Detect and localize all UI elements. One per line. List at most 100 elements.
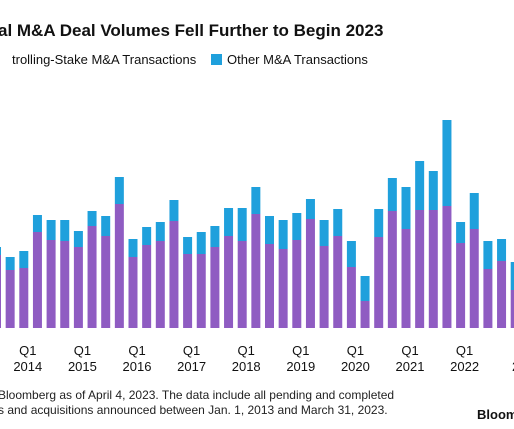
bar-segment <box>87 226 97 328</box>
bar-segment <box>46 240 56 328</box>
bar-segment <box>428 171 438 210</box>
bar-segment <box>237 208 247 241</box>
bar-segment <box>5 270 15 328</box>
bar-segment <box>251 214 261 328</box>
bar-segment <box>210 247 220 328</box>
bar-segment <box>510 262 514 290</box>
bar-segment <box>237 241 247 328</box>
x-tick-label: 2014 <box>13 359 42 374</box>
bar-segment <box>32 215 42 232</box>
bar-segment <box>87 211 97 226</box>
bar-segment <box>483 241 493 269</box>
bar-segment <box>169 200 179 221</box>
bar-segment <box>456 243 466 328</box>
plot-area: Q12014Q12015Q12016Q12017Q12018Q12019Q120… <box>0 120 514 374</box>
x-tick-label: Q1 <box>401 343 418 358</box>
bar-segment <box>19 251 29 268</box>
bar-segment <box>73 247 83 328</box>
bar-segment <box>387 211 397 328</box>
footnote: Bloomberg as of April 4, 2023. The data … <box>0 388 394 402</box>
bar-segment <box>346 267 356 328</box>
bar-segment <box>265 216 274 244</box>
x-tick-label: 2021 <box>396 359 425 374</box>
x-tick-label: Q1 <box>456 343 473 358</box>
bar-segment <box>510 290 514 328</box>
logo: Bloom <box>477 407 514 422</box>
x-tick-label: 2016 <box>123 359 152 374</box>
bar-segment <box>456 222 466 243</box>
x-tick-label: 2022 <box>450 359 479 374</box>
bar-segment <box>114 177 124 204</box>
bar-segment <box>196 254 206 328</box>
bar-segment <box>278 220 288 249</box>
x-tick-label: Q1 <box>19 343 36 358</box>
bar-segment <box>442 120 452 206</box>
bar-segment <box>497 239 507 261</box>
bar-segment <box>0 255 1 328</box>
bar-segment <box>224 208 234 236</box>
x-tick-label: Q1 <box>238 343 255 358</box>
bar-segment <box>265 244 274 328</box>
bar-segment <box>101 216 111 236</box>
x-tick-label: 2015 <box>68 359 97 374</box>
footnote: s and acquisitions announced between Jan… <box>0 403 388 417</box>
bar-segment <box>305 219 315 328</box>
x-tick-label: Q1 <box>74 343 91 358</box>
bar-segment <box>128 239 138 257</box>
legend-swatch <box>211 54 222 65</box>
bar-segment <box>19 268 29 328</box>
x-tick-label: 2020 <box>341 359 370 374</box>
bar-segment <box>155 241 165 328</box>
bar-segment <box>210 226 220 247</box>
legend-label: trolling-Stake M&A Transactions <box>12 52 197 67</box>
bar-segment <box>278 249 288 328</box>
bar-segment <box>442 206 452 328</box>
bar-segment <box>60 220 70 241</box>
bar-segment <box>319 246 329 328</box>
x-tick-label: 20 <box>512 359 514 374</box>
bar-segment <box>483 269 493 328</box>
bar-segment <box>292 213 302 240</box>
bar-segment <box>469 193 479 229</box>
bar-segment <box>415 161 425 210</box>
legend: trolling-Stake M&A Transactions Other M&A… <box>12 52 368 67</box>
bar-segment <box>224 236 234 328</box>
bar-segment <box>292 240 302 328</box>
bar-segment <box>32 232 42 328</box>
bar-segment <box>360 276 370 301</box>
bar-segment <box>428 210 438 328</box>
bar-segment <box>183 254 193 328</box>
bar-segment <box>319 220 329 246</box>
bar-segment <box>333 236 343 328</box>
bar-segment <box>46 220 56 240</box>
bar-segment <box>497 261 507 328</box>
legend-label: Other M&A Transactions <box>227 52 368 67</box>
bar-segment <box>333 209 343 236</box>
x-tick-label: Q1 <box>292 343 309 358</box>
bar-segment <box>0 247 1 255</box>
bar-segment <box>196 232 206 254</box>
bar-segment <box>305 199 315 219</box>
bar-segment <box>374 209 384 237</box>
bar-segment <box>114 204 124 328</box>
x-tick-label: Q1 <box>128 343 145 358</box>
bar-segment <box>387 178 397 211</box>
bar-segment <box>155 222 165 241</box>
bar-segment <box>128 257 138 328</box>
bar-segment <box>60 241 70 328</box>
bar-segment <box>101 236 111 328</box>
bar-segment <box>142 245 152 328</box>
bar-segment <box>469 229 479 328</box>
x-tick-label: Q1 <box>183 343 200 358</box>
chart-title: al M&A Deal Volumes Fell Further to Begi… <box>0 21 383 40</box>
bar-segment <box>415 210 425 328</box>
bar-segment <box>183 237 193 254</box>
bar-segment <box>346 241 356 267</box>
bar-segment <box>401 229 411 328</box>
x-tick-label: 2018 <box>232 359 261 374</box>
bar-segment <box>5 257 15 270</box>
bar-segment <box>374 237 384 328</box>
x-tick-label: 2017 <box>177 359 206 374</box>
bar-segment <box>360 301 370 328</box>
